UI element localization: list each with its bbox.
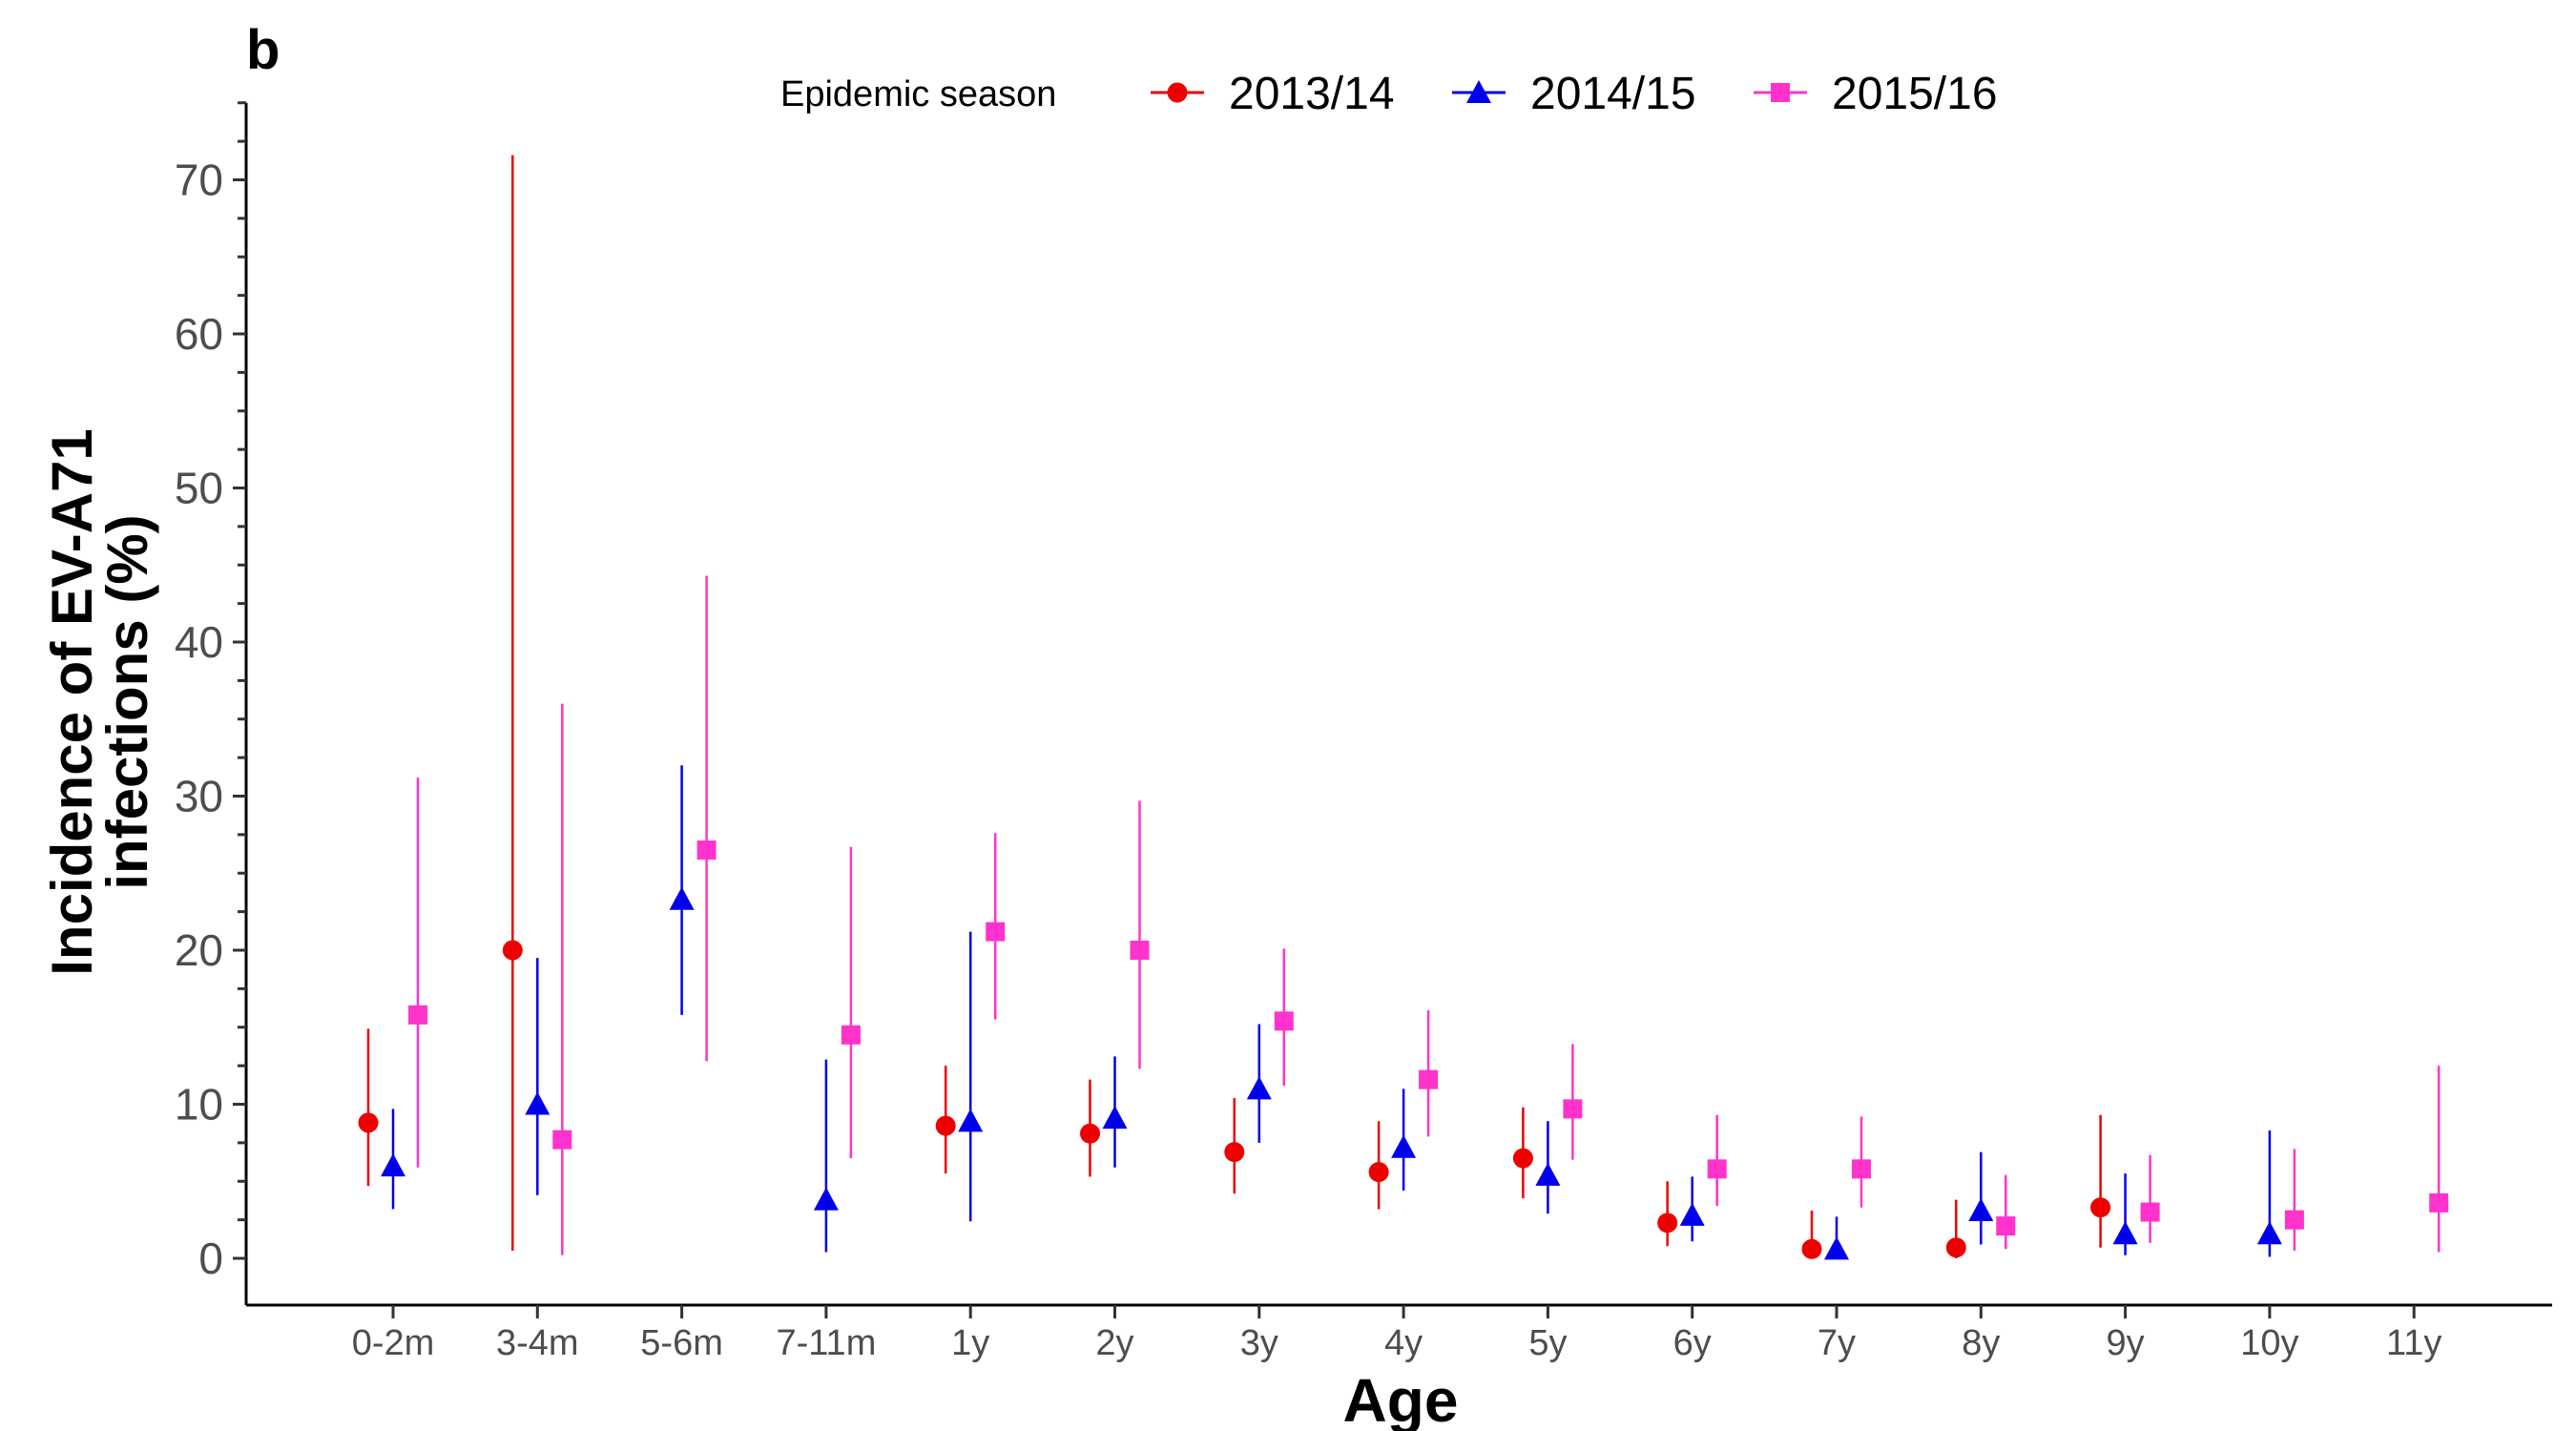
x-tick-label: 5-6m [640,1323,723,1363]
data-point [381,1153,405,1177]
x-axis-label: Age [1343,1366,1459,1431]
y-axis-label-line-2: infections (%) [95,514,159,889]
y-axis-label: Incidence of EV-A71 infections (%) [40,428,159,976]
x-tick-label: 7-11m [776,1323,876,1363]
x-tick-label: 1y [951,1323,989,1363]
data-point [2284,1210,2304,1230]
data-point [1657,1213,1678,1234]
data-point [1080,1123,1100,1144]
legend-key-marker [1167,82,1188,103]
data-point [1679,1202,1705,1226]
data-point [1563,1099,1583,1119]
legend-key-marker [1771,83,1790,102]
x-tick-label: 11y [2386,1323,2441,1363]
x-tick-label: 3y [1240,1323,1278,1363]
series-2013-14 [358,155,2111,1259]
data-point [2140,1202,2160,1222]
data-point [1368,1162,1389,1183]
data-point [1535,1162,1561,1186]
x-tick-label: 0-2m [352,1323,435,1363]
data-point [1707,1159,1727,1179]
data-point [1130,941,1150,960]
data-point [813,1187,839,1211]
data-point [1391,1134,1417,1158]
data-point [986,922,1006,942]
data-point [1945,1237,1966,1258]
data-point [841,1025,861,1045]
legend-title: Epidemic season [780,74,1056,114]
x-tick-label: 4y [1384,1323,1423,1363]
data-point [2429,1192,2449,1213]
data-point [2090,1197,2111,1218]
data-point [1968,1197,1994,1221]
data-point [502,940,523,961]
x-tick-label: 8y [1962,1323,2000,1363]
y-axis-label-line-1: Incidence of EV-A71 [40,428,104,976]
data-point [1852,1159,1871,1179]
axes: 0 10 20 30 40 50 60 70 0-2m 3-4m 5-6m 7-11m 1y 2y 3y 4y… [175,101,2552,1363]
series-2015-16 [408,575,2449,1255]
y-tick-label: 30 [175,772,223,821]
y-tick-label: 70 [175,156,223,205]
data-point [669,886,695,910]
series-2014-15 [381,765,2282,1260]
data-point [958,1109,984,1132]
data-point [2112,1221,2138,1245]
data-point [2256,1221,2282,1245]
data-point [408,1005,427,1025]
data-point [1801,1238,1822,1259]
data-point [1274,1011,1294,1031]
data-point [696,840,717,861]
data-point [552,1130,572,1150]
x-tick-label: 3-4m [496,1323,579,1363]
legend-label: 2015/16 [1832,69,1998,119]
y-tick-label: 50 [175,464,223,513]
data-point [1996,1216,2016,1236]
legend: Epidemic season 2013/14 2014/15 2015/16 [780,69,1998,119]
data-point [358,1112,379,1133]
y-tick-label: 20 [175,925,223,975]
x-tick-label: 5y [1528,1323,1567,1363]
x-tick-label: 10y [2240,1323,2298,1363]
data-point [1246,1076,1272,1100]
data-point [1224,1142,1245,1163]
legend-label: 2014/15 [1530,69,1696,119]
data-point [1419,1069,1439,1089]
y-tick-label: 60 [175,309,223,359]
data-point [935,1115,956,1136]
x-tick-label: 9y [2107,1323,2145,1363]
data-point [1102,1106,1128,1130]
x-tick-label: 7y [1818,1323,1856,1363]
y-tick-label: 10 [175,1080,223,1130]
legend-label: 2013/14 [1229,69,1395,119]
y-tick-label: 0 [198,1234,223,1283]
data-point [1512,1148,1533,1169]
panel-letter: b [246,19,280,81]
legend-key-marker [1466,80,1491,104]
x-tick-label: 2y [1095,1323,1133,1363]
data-point [1824,1236,1849,1260]
chart-marks [358,155,2449,1260]
y-tick-label: 40 [175,617,223,667]
data-point [525,1091,551,1115]
x-tick-label: 6y [1673,1323,1712,1363]
